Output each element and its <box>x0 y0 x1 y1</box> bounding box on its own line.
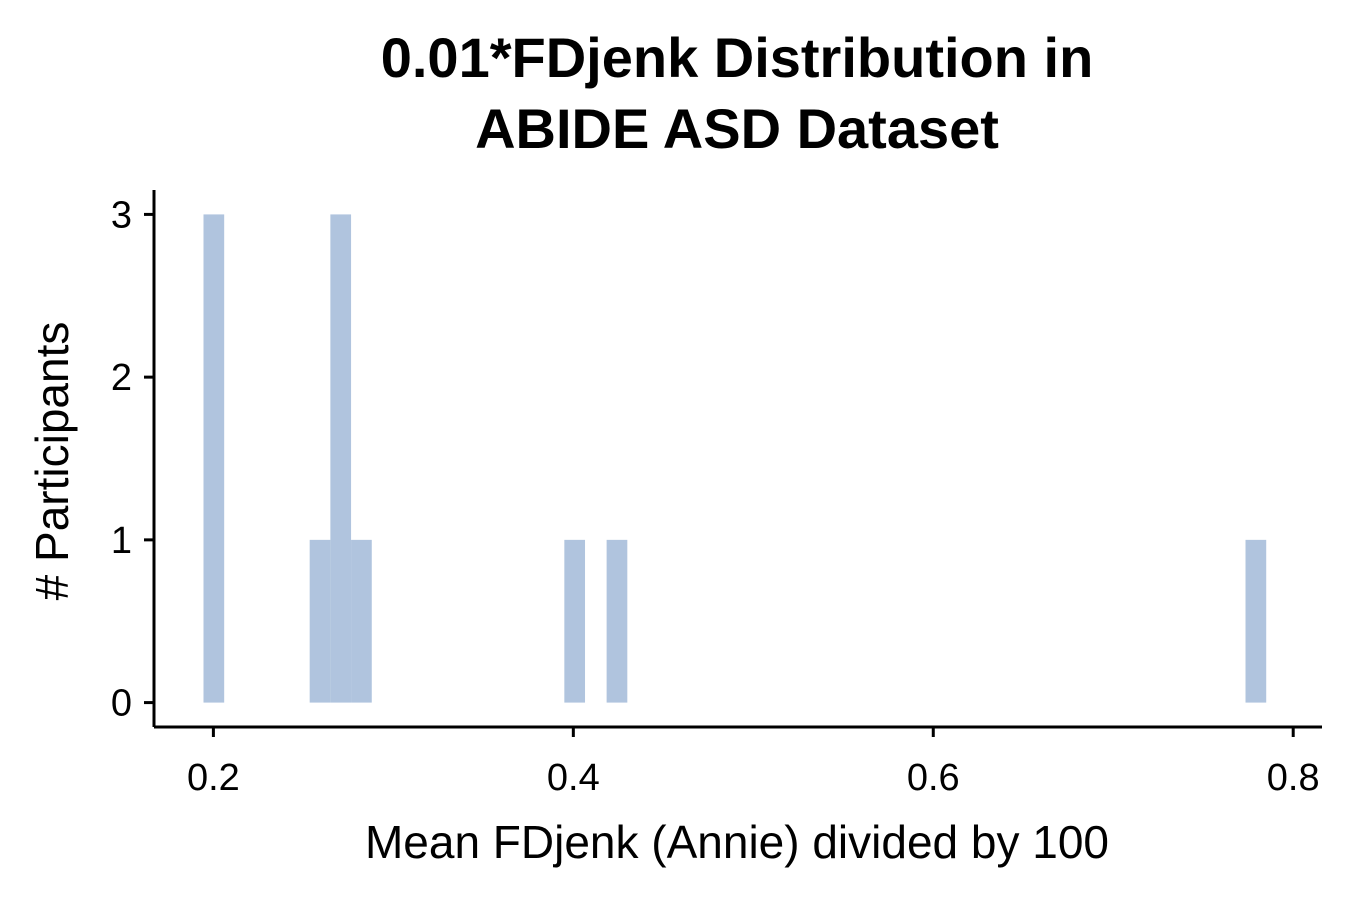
chart-title-line-2: ABIDE ASD Dataset <box>475 97 999 160</box>
x-tick-label-1: 0.4 <box>547 757 600 799</box>
chart-title-line-1: 0.01*FDjenk Distribution in <box>381 26 1094 89</box>
x-tick-label-0: 0.2 <box>187 757 240 799</box>
x-tick-label-2: 0.6 <box>907 757 960 799</box>
x-tick-label-3: 0.8 <box>1267 757 1320 799</box>
histogram-bar-4 <box>564 539 586 703</box>
x-axis-label: Mean FDjenk (Annie) divided by 100 <box>365 816 1109 868</box>
y-ticks: 0 1 2 3 <box>111 194 154 725</box>
histogram-bar-3 <box>351 539 372 703</box>
x-ticks: 0.2 0.4 0.6 0.8 <box>187 727 1320 799</box>
histogram-bar-5 <box>606 539 628 703</box>
y-tick-label-2: 2 <box>111 357 132 399</box>
y-tick-label-3: 3 <box>111 194 132 236</box>
bars-layer <box>203 214 1267 703</box>
histogram-bar-6 <box>1245 539 1267 703</box>
y-tick-label-1: 1 <box>111 520 132 562</box>
y-tick-label-0: 0 <box>111 683 132 725</box>
histogram-bar-2 <box>330 214 352 703</box>
histogram-bar-1 <box>309 539 331 703</box>
y-axis-label: # Participants <box>26 322 78 601</box>
histogram-bar-0 <box>203 214 225 703</box>
